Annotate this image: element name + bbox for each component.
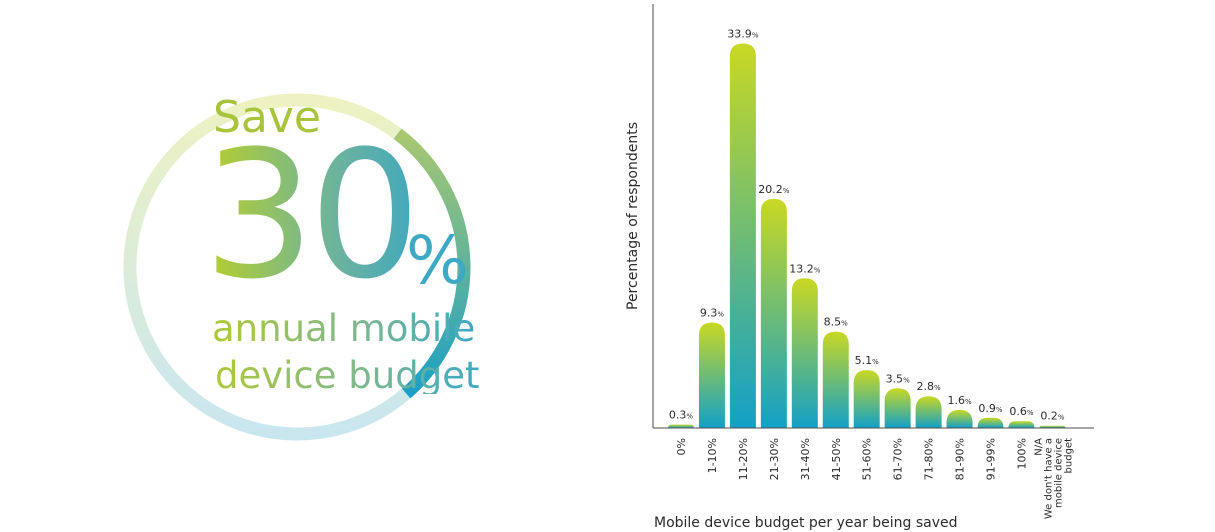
savings-description-line-1: annual mobile [212,307,476,350]
x-tick-label-8: 61-70% [892,438,905,480]
bar-1 [668,424,694,428]
value-label-2: 9.3% [700,307,725,320]
bar-4 [760,198,787,428]
ring-highlight-arc [393,128,471,399]
bar-11 [977,417,1004,428]
bar-10 [946,409,973,428]
x-tick-label-7: 51-60% [861,438,874,480]
value-label-6: 8.5% [824,316,849,329]
x-tick-label-2: 1-10% [706,438,719,473]
x-tick-label-11: 91-99% [985,438,998,480]
bar-7 [853,370,880,428]
x-tick-label-6: 41-50% [830,438,843,480]
bar-12 [1008,421,1035,428]
value-label-4: 20.2% [758,183,790,196]
value-label-9: 2.8% [917,380,942,393]
x-tick-label-9: 71-80% [923,438,936,480]
value-label-10: 1.6% [947,394,972,407]
x-tick-labels: 0% 1-10% 11-20% 21-30% 31-40% 41-50% 51-60% 61-… [675,438,1074,519]
value-label-3: 33.9% [727,27,759,40]
value-labels: 0.3% 9.3% 33.9% 20.2% 13.2% 8.5% 5.1% 3.5% 2.8% 1… [669,27,1065,422]
x-tick-label-13: N/AWe don't have amobile devicebudget [1033,438,1074,519]
x-tick-label-5: 31-40% [799,438,812,480]
x-axis-label: Mobile device budget per year being save… [654,515,958,531]
bar-5 [791,278,818,428]
savings-description-line-2: device budget [215,354,480,397]
bar-2 [698,322,725,428]
value-label-8: 3.5% [886,372,911,385]
value-label-11: 0.9% [978,402,1003,415]
bar-3 [729,43,756,428]
x-tick-label-4: 21-30% [768,438,781,480]
bar-13 [1039,425,1066,428]
savings-ring [123,93,471,441]
savings-value: 30 [203,113,421,318]
y-axis-label: Percentage of respondents [625,122,641,310]
value-label-1: 0.3% [669,409,694,422]
x-tick-label-10: 81-90% [954,438,967,480]
value-label-7: 5.1% [855,354,880,367]
x-tick-label-1: 0% [675,438,688,455]
value-label-5: 13.2% [789,262,821,275]
x-tick-label-3: 11-20% [737,438,750,480]
value-label-13: 0.2% [1040,410,1065,423]
bar-8 [884,388,911,428]
savings-unit: % [406,222,469,299]
bar-9 [915,396,942,428]
ring-track [123,93,411,441]
x-tick-label-12: 100% [1015,438,1028,469]
save-label: Save [213,92,322,143]
value-label-12: 0.6% [1009,405,1033,418]
bar-6 [822,331,849,428]
bar-series [668,43,1066,428]
